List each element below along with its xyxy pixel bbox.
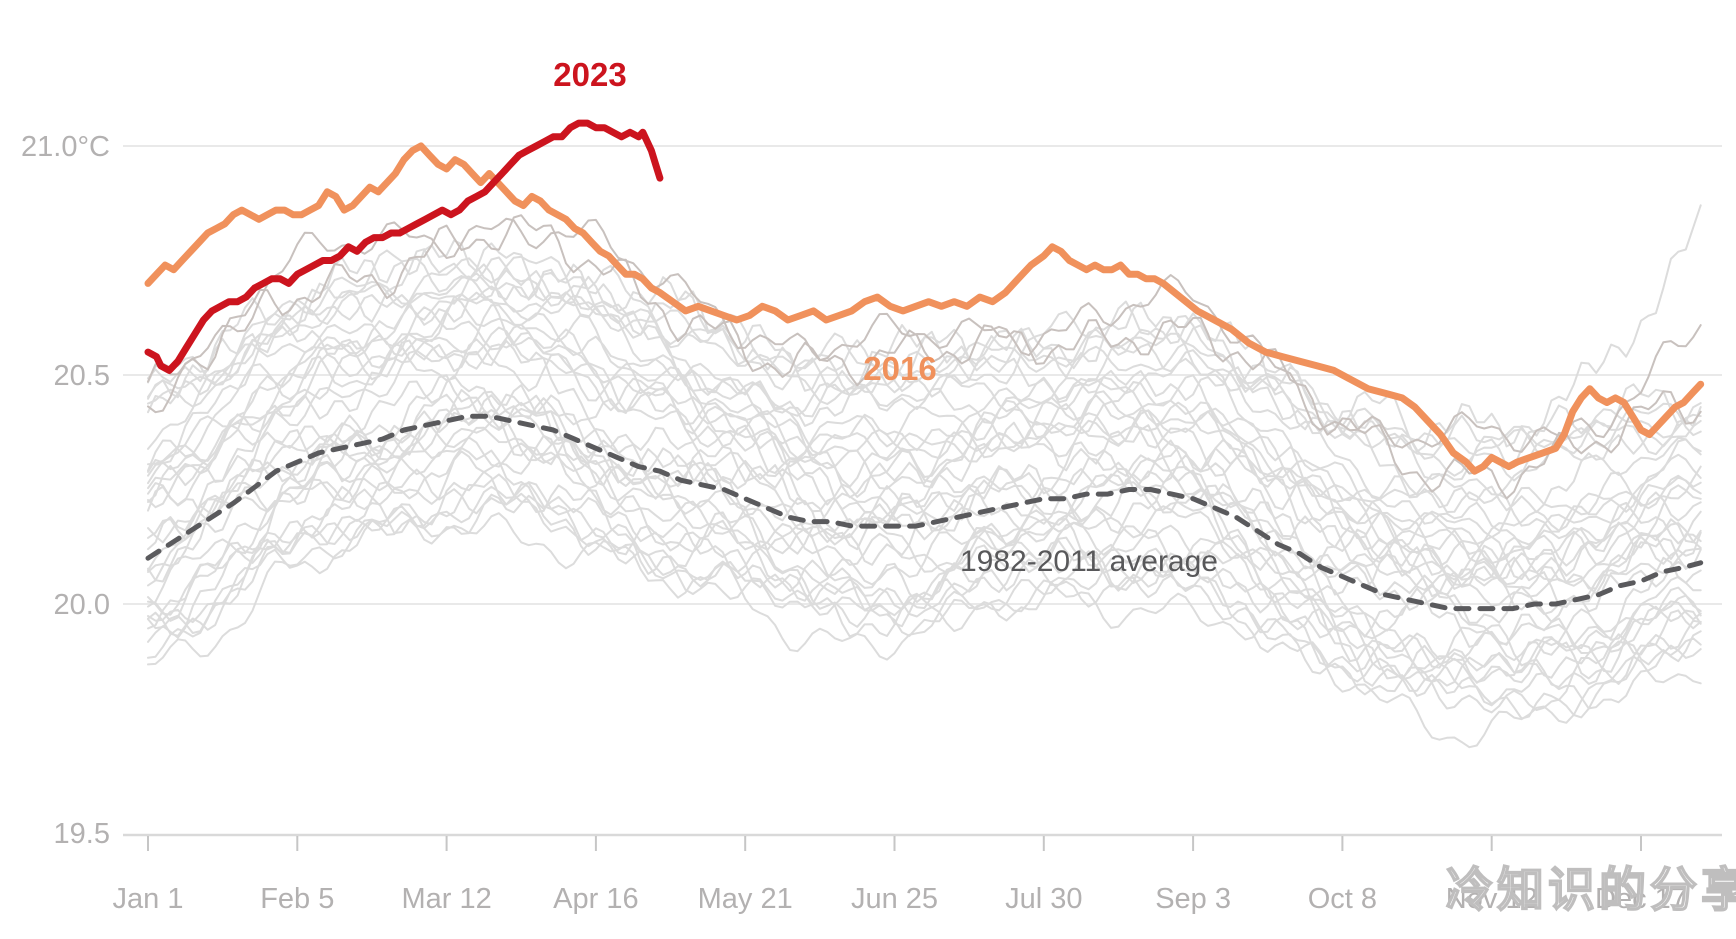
year-line-gray xyxy=(147,292,1702,565)
series-line-2023 xyxy=(144,119,664,374)
watermark-layer: 冷知识的分享 xyxy=(1445,862,1736,917)
year-line-gray xyxy=(147,374,1702,595)
year-line-gray xyxy=(147,374,1702,624)
year-line-gray xyxy=(147,331,1702,550)
highlighted-series-layer xyxy=(144,119,1705,612)
y-tick-label: 20.0 xyxy=(54,589,110,621)
year-line-gray xyxy=(147,249,1702,481)
axis-layer xyxy=(123,833,1722,851)
year-line-gray xyxy=(147,380,1702,623)
x-tick-label: Dec 17 xyxy=(1595,883,1687,915)
x-tick-label: Oct 8 xyxy=(1308,883,1377,915)
annotation-2023: 2023 xyxy=(553,56,626,93)
watermark: 冷知识的分享 xyxy=(1446,863,1736,916)
year-line-gray xyxy=(147,271,1702,533)
year-line-gray xyxy=(147,424,1702,684)
year-line-gray xyxy=(147,481,1702,719)
x-tick-label: Apr 16 xyxy=(553,883,638,915)
year-line-gray xyxy=(147,339,1702,598)
y-tick-label: 19.5 xyxy=(54,818,110,850)
year-line-gray xyxy=(147,204,1702,453)
x-tick-label: Nov 12 xyxy=(1446,883,1538,915)
x-tick-label: Sep 3 xyxy=(1155,883,1231,915)
annotation-1982-2011-average: 1982-2011 average xyxy=(960,545,1218,578)
background-year-lines-layer xyxy=(147,204,1702,749)
x-tick-label: Jun 25 xyxy=(851,883,938,915)
labels-layer: Jan 1 Feb 5 Mar 12 Apr 16 May 21 Jun 25 Jul 30… xyxy=(21,56,1687,915)
year-line-gray xyxy=(147,285,1702,501)
annotation-2016: 2016 xyxy=(863,350,936,387)
year-line-gray xyxy=(147,306,1702,586)
series-line-2016 xyxy=(144,142,1705,475)
x-tick-label: Mar 12 xyxy=(401,883,491,915)
y-tick-label: 21.0°C xyxy=(21,131,110,163)
year-line-gray xyxy=(147,434,1702,673)
y-tick-label: 20.5 xyxy=(54,360,110,392)
year-line-gray xyxy=(147,468,1702,720)
year-line-recent xyxy=(147,214,1702,500)
year-line-gray xyxy=(147,269,1702,514)
series-line-1982-2011-average xyxy=(145,413,1704,612)
year-line-gray xyxy=(147,482,1702,689)
year-line-gray xyxy=(147,503,1702,749)
year-line-gray xyxy=(147,255,1702,482)
x-tick-label: Feb 5 xyxy=(260,883,334,915)
gridlines-layer xyxy=(123,145,1722,605)
year-line-gray xyxy=(147,447,1702,697)
year-line-gray xyxy=(147,426,1702,615)
x-tick-label: Jul 30 xyxy=(1005,883,1082,915)
x-tick-label: May 21 xyxy=(698,883,793,915)
year-line-gray xyxy=(147,304,1702,549)
year-line-gray xyxy=(147,415,1702,670)
x-tick-label: Jan 1 xyxy=(113,883,184,915)
year-line-gray xyxy=(147,293,1702,590)
